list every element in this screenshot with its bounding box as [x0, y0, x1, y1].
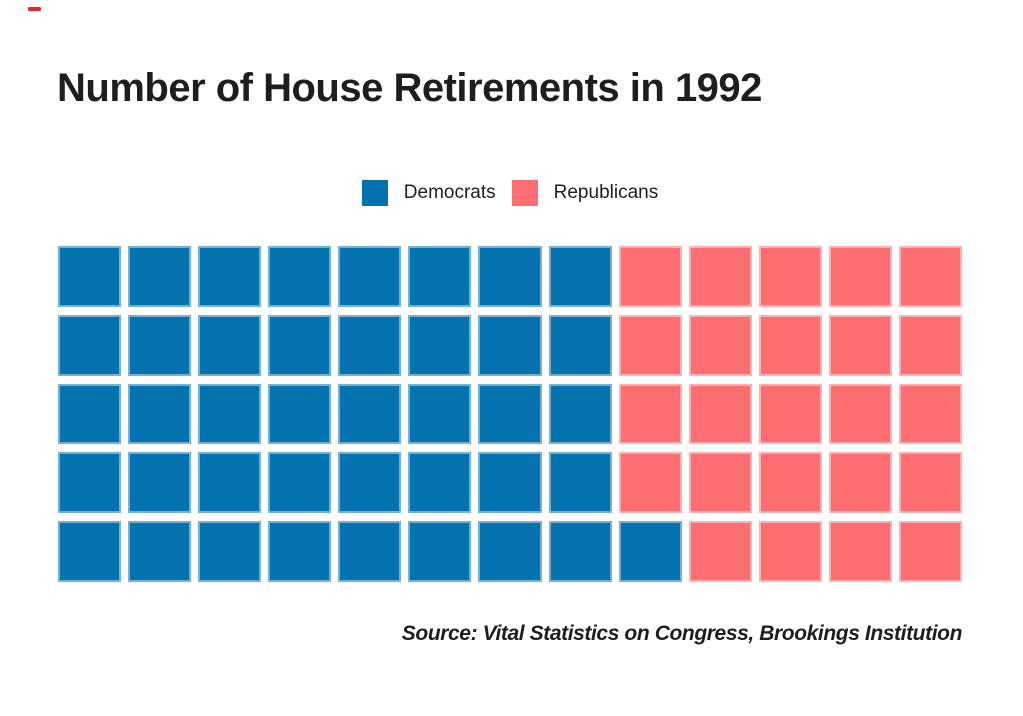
waffle-cell-democrat: [408, 521, 472, 582]
waffle-cell-democrat: [478, 246, 542, 307]
waffle-cell-republican: [828, 314, 892, 376]
waffle-cell-democrat: [478, 521, 542, 582]
source-note: Source: Vital Statistics on Congress, Br…: [401, 622, 963, 645]
waffle-cell-democrat: [408, 246, 472, 307]
waffle-cell-republican: [758, 314, 822, 376]
waffle-cell-democrat: [198, 452, 262, 514]
legend-label-republicans: Republicans: [553, 182, 659, 203]
waffle-cell-democrat: [268, 452, 332, 514]
waffle-cell-democrat: [548, 383, 612, 445]
waffle-cell-republican: [898, 452, 962, 514]
waffle-cell-republican: [828, 521, 892, 582]
waffle-cell-democrat: [338, 452, 402, 514]
waffle-grid: [58, 246, 962, 582]
waffle-cell-republican: [898, 246, 962, 307]
waffle-cell-democrat: [548, 521, 612, 582]
waffle-cell-democrat: [128, 314, 192, 376]
legend-swatch-republicans: [511, 180, 538, 206]
waffle-cell-republican: [758, 452, 822, 514]
waffle-cell-democrat: [338, 383, 402, 445]
waffle-cell-democrat: [478, 383, 542, 445]
waffle-cell-republican: [688, 452, 752, 514]
waffle-cell-democrat: [548, 246, 612, 307]
waffle-cell-republican: [898, 383, 962, 445]
waffle-cell-republican: [618, 246, 682, 307]
legend-swatch-democrats: [361, 180, 388, 206]
waffle-cell-republican: [688, 383, 752, 445]
waffle-cell-democrat: [128, 246, 192, 307]
corner-red-dash: [28, 7, 41, 11]
waffle-cell-democrat: [58, 383, 122, 445]
waffle-cell-republican: [898, 314, 962, 376]
waffle-cell-democrat: [478, 452, 542, 514]
waffle-cell-democrat: [198, 246, 262, 307]
waffle-cell-democrat: [198, 314, 262, 376]
waffle-cell-democrat: [408, 383, 472, 445]
waffle-cell-democrat: [338, 314, 402, 376]
waffle-cell-republican: [898, 521, 962, 582]
waffle-cell-republican: [618, 314, 682, 376]
waffle-cell-republican: [828, 246, 892, 307]
waffle-cell-republican: [758, 383, 822, 445]
waffle-cell-democrat: [58, 521, 122, 582]
waffle-cell-democrat: [58, 314, 122, 376]
waffle-cell-republican: [618, 383, 682, 445]
waffle-cell-republican: [688, 521, 752, 582]
legend-label-democrats: Democrats: [403, 182, 496, 203]
waffle-cell-democrat: [268, 521, 332, 582]
chart-legend: Democrats Republicans: [58, 180, 962, 206]
waffle-cell-democrat: [478, 314, 542, 376]
waffle-cell-republican: [828, 383, 892, 445]
waffle-cell-democrat: [128, 383, 192, 445]
waffle-cell-republican: [688, 246, 752, 307]
legend-item-republicans: Republicans: [511, 180, 659, 206]
waffle-cell-democrat: [268, 383, 332, 445]
waffle-cell-democrat: [268, 314, 332, 376]
waffle-cell-democrat: [268, 246, 332, 307]
waffle-cell-democrat: [338, 521, 402, 582]
waffle-cell-democrat: [128, 521, 192, 582]
waffle-cell-republican: [688, 314, 752, 376]
waffle-cell-republican: [758, 521, 822, 582]
chart-title: Number of House Retirements in 1992: [57, 66, 762, 110]
waffle-cell-democrat: [618, 521, 682, 582]
waffle-cell-democrat: [198, 383, 262, 445]
waffle-cell-democrat: [408, 452, 472, 514]
waffle-cell-democrat: [198, 521, 262, 582]
legend-item-democrats: Democrats: [361, 180, 496, 206]
waffle-cell-democrat: [548, 452, 612, 514]
waffle-cell-republican: [758, 246, 822, 307]
waffle-cell-democrat: [408, 314, 472, 376]
waffle-cell-democrat: [548, 314, 612, 376]
waffle-cell-democrat: [58, 246, 122, 307]
waffle-cell-democrat: [128, 452, 192, 514]
waffle-cell-republican: [618, 452, 682, 514]
waffle-cell-democrat: [58, 452, 122, 514]
waffle-cell-republican: [828, 452, 892, 514]
waffle-cell-democrat: [338, 246, 402, 307]
